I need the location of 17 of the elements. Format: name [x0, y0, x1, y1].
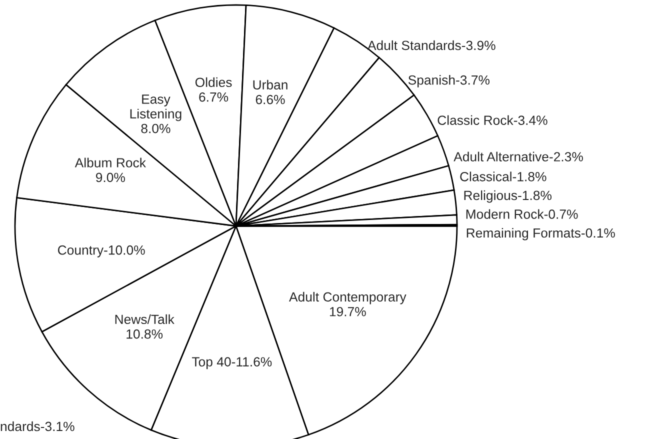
- slice-label: Remaining Formats-0.1%: [466, 228, 615, 240]
- slice-label: Top 40-11.6%: [192, 357, 272, 370]
- slice-label: News/Talk 10.8%: [115, 314, 174, 339]
- slice-label: Classic Rock-3.4%: [438, 115, 548, 125]
- slice-label: Oldies 6.7%: [195, 77, 232, 102]
- slice-label: Album Rock 9.0%: [74, 158, 146, 182]
- slice-label: Modern Rock-0.7%: [466, 209, 578, 219]
- slice-label: Adult Contemporary 19.7%: [289, 292, 406, 316]
- slice-label: Adult Standards-3.9%: [367, 40, 496, 50]
- text: ndards-3.1%: [0, 421, 74, 432]
- slice-label: Country-10.0%: [58, 245, 145, 258]
- slice-label: Classical-1.8%: [460, 172, 546, 182]
- slice-label: Easy Listening 8.0%: [130, 94, 182, 134]
- slice-label: Spanish-3.7%: [408, 75, 490, 88]
- slice-label: Adult Alternative-2.3%: [454, 152, 583, 162]
- slice-label: Religious-1.8%: [464, 190, 552, 203]
- slice-label: Urban 6.6%: [253, 80, 288, 104]
